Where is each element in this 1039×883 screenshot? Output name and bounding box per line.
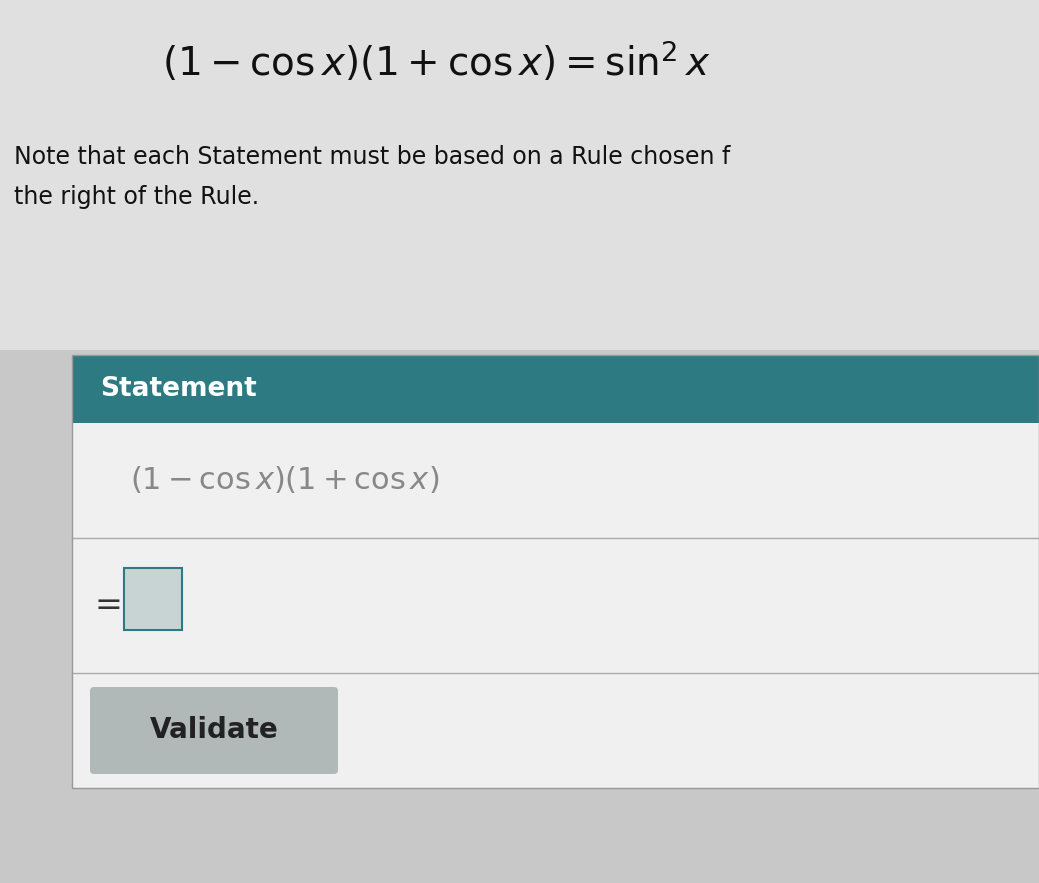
Text: Statement: Statement [100,376,257,402]
Text: =: = [94,589,122,622]
FancyBboxPatch shape [0,0,1039,350]
FancyBboxPatch shape [124,568,182,630]
FancyBboxPatch shape [72,423,1039,538]
FancyBboxPatch shape [90,687,338,774]
Text: Validate: Validate [150,716,278,744]
Text: the right of the Rule.: the right of the Rule. [14,185,259,209]
FancyBboxPatch shape [72,538,1039,673]
FancyBboxPatch shape [72,355,1039,423]
FancyBboxPatch shape [72,673,1039,788]
Text: $(1-\cos x)(1+\cos x)=\sin^{2}x$: $(1-\cos x)(1+\cos x)=\sin^{2}x$ [162,40,711,85]
Text: Note that each Statement must be based on a Rule chosen f: Note that each Statement must be based o… [14,145,730,169]
Text: $(1-\cos x)(1+\cos x)$: $(1-\cos x)(1+\cos x)$ [130,465,439,496]
